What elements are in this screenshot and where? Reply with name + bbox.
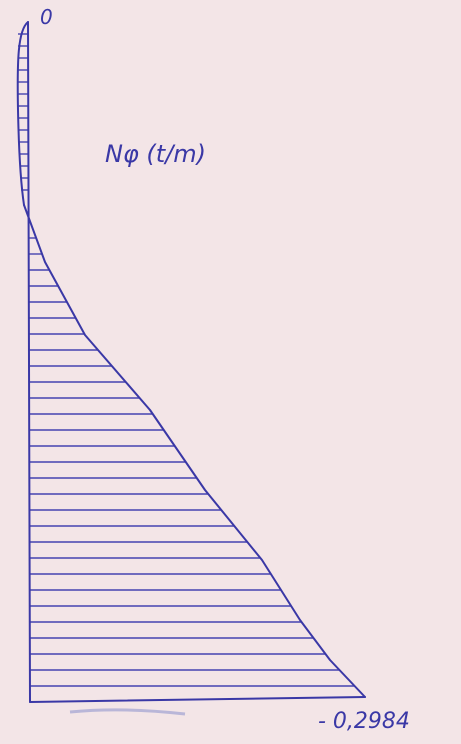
axis-line — [28, 22, 30, 702]
diagram-title: Nφ (t/m) — [105, 140, 206, 168]
bottom-value-label: - 0,2984 — [318, 709, 410, 734]
top-value-label: 0 — [40, 5, 53, 29]
base-line — [30, 697, 365, 702]
hatching — [18, 34, 355, 686]
page: 0 Nφ (t/m) - 0,2984 (() => { const data … — [0, 0, 461, 744]
smudge — [70, 710, 185, 714]
lower-curve — [24, 205, 365, 697]
diagram: 0 Nφ (t/m) - 0,2984 — [0, 0, 461, 744]
